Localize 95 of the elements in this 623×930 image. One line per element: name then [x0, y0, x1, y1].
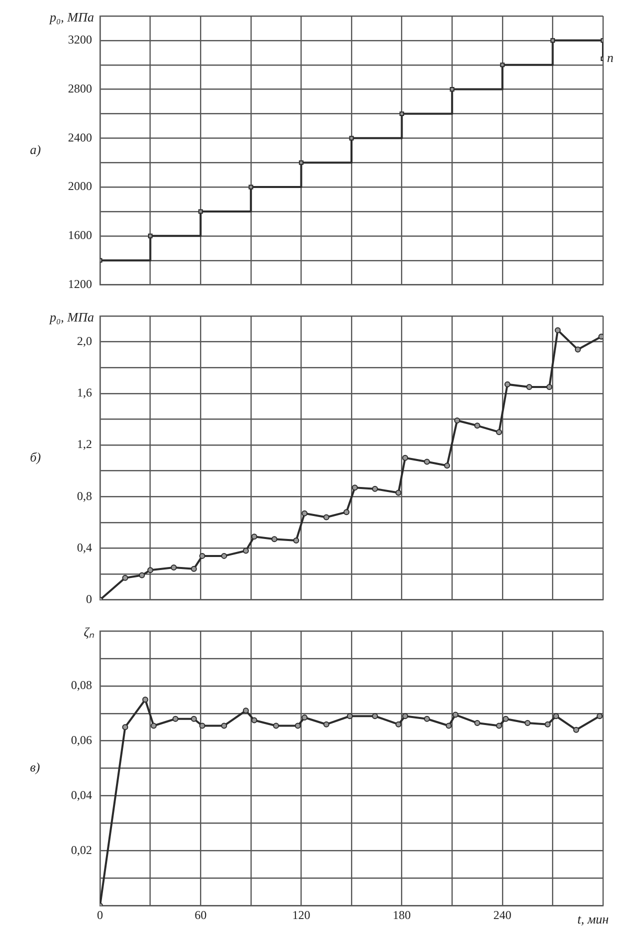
y-tick-label: 1,2 — [77, 437, 92, 452]
point — [524, 720, 531, 726]
text: а) — [30, 142, 41, 157]
y-tick-label: 0,02 — [71, 842, 92, 857]
point — [190, 566, 197, 572]
point — [138, 572, 145, 578]
point — [242, 708, 249, 714]
point — [444, 462, 450, 469]
y-tick-label: 1600 — [68, 228, 92, 242]
y-tick-label: 0,04 — [71, 788, 92, 802]
point — [554, 327, 561, 334]
point — [242, 548, 249, 554]
point — [199, 722, 206, 729]
point — [248, 184, 254, 190]
x-tick-label: 0 — [97, 908, 103, 922]
point — [454, 417, 460, 424]
point — [372, 713, 378, 720]
text: б) — [30, 449, 41, 464]
point — [323, 721, 330, 728]
point — [198, 209, 203, 214]
point — [573, 726, 580, 733]
x-tick-label: 120 — [292, 908, 310, 922]
point — [546, 384, 552, 390]
y-tick-label: 0,4 — [77, 540, 92, 554]
y-tick-label: 3200 — [68, 32, 92, 47]
point — [496, 722, 502, 729]
point — [402, 454, 408, 461]
point — [496, 429, 502, 436]
point — [346, 713, 353, 720]
point — [323, 514, 330, 520]
point — [221, 722, 228, 729]
y-tick-label: 0,06 — [71, 732, 92, 747]
point — [446, 722, 452, 729]
point — [251, 534, 258, 540]
point — [450, 87, 454, 92]
point — [294, 722, 301, 729]
y-tick-label: 2,0 — [77, 334, 92, 348]
point — [251, 717, 258, 724]
point — [302, 510, 308, 516]
x-tick-label: 240 — [493, 908, 512, 922]
y-tick-label: 2400 — [68, 130, 92, 144]
y-tick-label: 0,8 — [77, 488, 92, 503]
point — [402, 713, 408, 720]
text: в) — [30, 760, 40, 775]
point — [574, 346, 581, 353]
point — [150, 722, 157, 729]
point — [199, 552, 206, 559]
x-tick-label: 180 — [392, 908, 411, 922]
point — [122, 574, 128, 581]
point — [293, 537, 300, 544]
x-tick-label: 60 — [194, 908, 207, 922]
annotation: п — [607, 50, 614, 66]
point — [500, 62, 505, 68]
point — [122, 724, 128, 730]
point — [526, 384, 532, 390]
point — [298, 160, 304, 165]
point — [452, 712, 458, 718]
point — [400, 111, 404, 116]
point — [372, 486, 378, 492]
point — [502, 716, 509, 722]
point — [170, 564, 177, 571]
point — [544, 721, 551, 728]
point — [474, 422, 480, 429]
y-tick-label: 2000 — [68, 179, 92, 194]
y-axis-title: p₀, МПа — [48, 9, 94, 24]
y-tick-label: 1200 — [68, 276, 92, 291]
point — [395, 490, 402, 496]
point — [302, 714, 308, 720]
point — [424, 458, 430, 465]
point — [352, 484, 358, 491]
y-tick-label: 2800 — [68, 81, 92, 96]
point — [271, 536, 278, 542]
point — [142, 696, 148, 703]
point — [596, 713, 603, 720]
point — [474, 720, 480, 726]
y-axis-title: p₀, МПа — [48, 309, 94, 324]
point — [172, 716, 178, 722]
point — [273, 722, 280, 729]
point — [424, 716, 430, 722]
point — [148, 234, 153, 238]
point — [190, 716, 197, 722]
y-tick-label: 0 — [86, 592, 92, 606]
point — [504, 381, 510, 388]
point — [550, 38, 555, 43]
point — [395, 721, 402, 728]
point — [553, 713, 560, 720]
point — [221, 552, 228, 559]
point — [349, 136, 354, 140]
point — [598, 334, 603, 340]
y-axis-title: ζₙ — [84, 624, 95, 640]
y-tick-label: 1,6 — [77, 386, 92, 400]
x-axis-title: t, мин — [577, 912, 609, 927]
point — [343, 509, 350, 516]
y-tick-label: 0,08 — [71, 678, 92, 692]
point — [147, 567, 154, 574]
